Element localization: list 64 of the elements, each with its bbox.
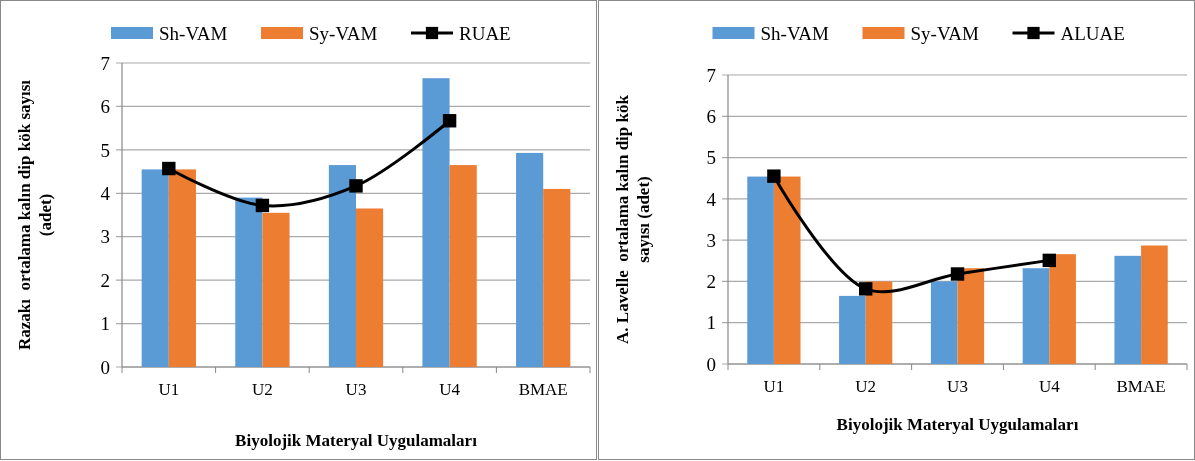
y-tick-label: 6 [100,96,110,118]
x-tick-label: U3 [947,377,968,396]
bar [543,188,571,367]
x-tick-label: U4 [439,380,461,399]
x-tick-label: U2 [855,377,877,396]
bar [865,281,893,364]
point [858,282,873,296]
y-tick-label: 2 [100,269,110,291]
legend-label: Sh-VAM [159,22,228,44]
y-tick-label: 5 [100,139,110,161]
bar [168,169,196,367]
x-tick-label: U2 [252,380,273,399]
bar [773,176,801,364]
y-tick-label: 3 [706,229,716,251]
legend-label: RUAE [459,22,511,44]
y-tick-label: 4 [706,188,717,210]
bar [1022,268,1050,364]
bar [235,197,263,367]
y-tick-label: 6 [706,105,716,127]
y-tick-label: 0 [706,353,716,375]
point [162,161,176,176]
bar [422,78,450,367]
y-tick-label: 1 [100,313,110,335]
y-tick-label: 7 [100,52,110,74]
legend-label: Sy-VAM [910,22,979,44]
x-tick-label: U1 [158,380,180,399]
y-axis-title: A. Lavelle ortalama kalın dip kök sayısı (adet) [613,94,653,344]
bar [262,212,290,367]
bar [839,295,866,364]
bar [328,165,356,367]
y-tick-label: 5 [706,147,716,169]
y-tick-label: 3 [100,226,110,248]
x-axis-title: Biyolojik Materyal Uygulamaları [836,415,1079,434]
bar [1141,245,1168,364]
y-axis-title: Razakı ortalama kalın dip kök sayısı (adet) [15,79,55,351]
y-tick-label: 7 [706,64,716,86]
point [767,169,781,183]
y-tick-label: 1 [706,312,716,334]
bar [356,208,384,367]
x-axis-title: Biyolojik Materyal Uygulamaları [235,431,478,450]
x-tick-label: BMAE [518,380,568,399]
point [1042,253,1057,268]
x-tick-label: BMAE [1116,377,1166,396]
y-tick-label: 4 [100,182,111,204]
bar [957,268,985,364]
bar [1049,254,1076,364]
legend-label: Sh-VAM [760,22,829,44]
bar [141,169,169,367]
x-tick-label: U1 [763,377,785,396]
bar [1114,255,1142,364]
point [255,198,270,213]
y-tick-label: 2 [706,271,716,293]
point [950,267,965,281]
x-tick-label: U3 [345,380,367,399]
bar [747,176,774,364]
bar [449,165,477,367]
point [442,114,457,128]
legend-label: Sy-VAM [309,22,378,44]
bar [516,152,544,367]
x-tick-label: U4 [1038,377,1061,396]
point [349,179,363,193]
bar [930,281,958,364]
legend-label: ALUAE [1060,22,1125,44]
y-tick-label: 0 [100,356,110,378]
